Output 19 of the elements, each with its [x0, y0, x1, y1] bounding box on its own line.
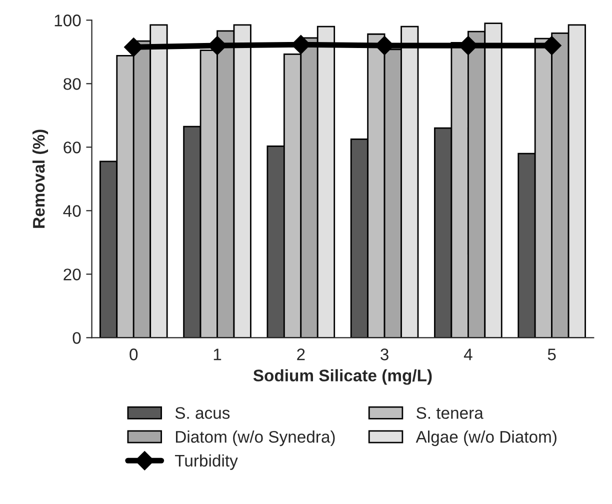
y-tick-label: 0	[72, 332, 81, 344]
x-tick-label: 5	[548, 348, 556, 360]
legend-label: S. tenera	[416, 407, 484, 419]
x-tick-label: 2	[297, 348, 305, 360]
legend-label: Algae (w/o Diatom)	[416, 430, 556, 446]
y-tick-label: 100	[54, 14, 81, 26]
y-tick-label: 60	[64, 142, 81, 154]
legend-label: S. acus	[175, 407, 230, 419]
y-tick-label: 80	[64, 78, 81, 90]
legend-label: Turbidity	[174, 454, 238, 470]
x-tick-label: 0	[130, 348, 138, 360]
y-tick-label: 20	[64, 268, 81, 280]
x-tick-label: 1	[214, 348, 222, 360]
x-axis-title: Sodium Silicate (mg/L)	[253, 369, 432, 385]
legend-label: Diatom (w/o Synedra)	[176, 430, 335, 446]
x-tick-label: 4	[464, 348, 472, 360]
y-tick-label: 40	[63, 205, 81, 217]
x-tick-label: 3	[380, 348, 388, 360]
y-axis-title: Removal (%)	[32, 130, 48, 228]
